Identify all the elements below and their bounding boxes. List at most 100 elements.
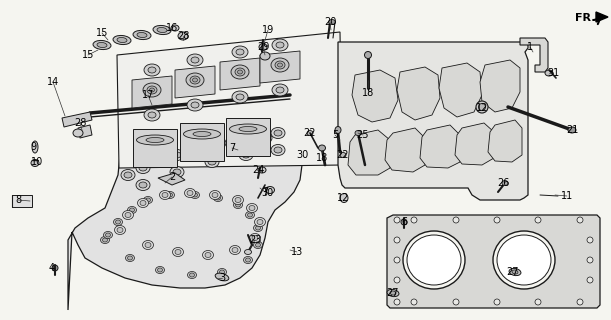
Ellipse shape bbox=[355, 131, 361, 135]
Ellipse shape bbox=[130, 208, 134, 212]
Ellipse shape bbox=[587, 237, 593, 243]
Polygon shape bbox=[338, 42, 528, 200]
Ellipse shape bbox=[235, 197, 241, 203]
Text: 17: 17 bbox=[142, 90, 154, 100]
Ellipse shape bbox=[170, 149, 184, 161]
Ellipse shape bbox=[148, 67, 156, 73]
Ellipse shape bbox=[235, 203, 241, 207]
Polygon shape bbox=[78, 125, 92, 138]
Ellipse shape bbox=[497, 235, 551, 285]
Ellipse shape bbox=[494, 217, 500, 223]
Ellipse shape bbox=[233, 202, 243, 209]
Ellipse shape bbox=[509, 268, 521, 276]
Ellipse shape bbox=[140, 201, 146, 205]
Ellipse shape bbox=[136, 180, 150, 190]
Ellipse shape bbox=[271, 58, 289, 72]
Ellipse shape bbox=[191, 145, 205, 156]
Text: 6: 6 bbox=[401, 217, 407, 227]
Ellipse shape bbox=[150, 88, 155, 92]
Ellipse shape bbox=[192, 193, 197, 197]
Ellipse shape bbox=[208, 159, 216, 165]
Ellipse shape bbox=[158, 157, 166, 163]
Ellipse shape bbox=[212, 193, 218, 197]
Ellipse shape bbox=[403, 231, 465, 289]
Ellipse shape bbox=[103, 238, 108, 242]
Ellipse shape bbox=[249, 205, 255, 211]
Text: 25: 25 bbox=[357, 130, 369, 140]
Ellipse shape bbox=[202, 251, 213, 260]
Ellipse shape bbox=[144, 64, 160, 76]
Text: 3: 3 bbox=[219, 273, 225, 283]
Ellipse shape bbox=[232, 247, 238, 252]
Text: 13: 13 bbox=[291, 247, 303, 257]
Text: 22: 22 bbox=[337, 150, 349, 160]
Ellipse shape bbox=[106, 233, 111, 237]
Ellipse shape bbox=[178, 32, 188, 40]
Text: 15: 15 bbox=[82, 50, 94, 60]
Ellipse shape bbox=[124, 172, 132, 178]
Ellipse shape bbox=[173, 169, 181, 175]
Ellipse shape bbox=[246, 204, 257, 212]
Ellipse shape bbox=[387, 289, 399, 297]
Ellipse shape bbox=[545, 70, 553, 76]
Ellipse shape bbox=[255, 226, 260, 230]
Polygon shape bbox=[12, 195, 32, 207]
Ellipse shape bbox=[144, 109, 160, 121]
Ellipse shape bbox=[143, 83, 161, 97]
Text: 15: 15 bbox=[96, 28, 108, 38]
Ellipse shape bbox=[173, 152, 181, 158]
Ellipse shape bbox=[115, 220, 120, 224]
Ellipse shape bbox=[272, 84, 288, 96]
Ellipse shape bbox=[276, 42, 284, 48]
Ellipse shape bbox=[133, 30, 151, 40]
Polygon shape bbox=[68, 105, 302, 310]
Ellipse shape bbox=[125, 254, 134, 261]
Text: 20: 20 bbox=[324, 17, 336, 27]
Text: 30: 30 bbox=[261, 188, 273, 198]
Ellipse shape bbox=[187, 99, 203, 111]
Polygon shape bbox=[117, 32, 342, 168]
Ellipse shape bbox=[219, 270, 224, 274]
Ellipse shape bbox=[236, 49, 244, 55]
Ellipse shape bbox=[142, 241, 153, 250]
Text: 29: 29 bbox=[257, 42, 269, 52]
Ellipse shape bbox=[244, 250, 252, 254]
Ellipse shape bbox=[258, 132, 272, 143]
Ellipse shape bbox=[208, 142, 216, 148]
Ellipse shape bbox=[148, 112, 156, 118]
Polygon shape bbox=[520, 38, 548, 72]
Polygon shape bbox=[220, 58, 260, 90]
Ellipse shape bbox=[239, 126, 257, 132]
Text: 14: 14 bbox=[47, 77, 59, 87]
Ellipse shape bbox=[205, 140, 219, 150]
Ellipse shape bbox=[228, 140, 236, 146]
Ellipse shape bbox=[239, 149, 253, 161]
Ellipse shape bbox=[191, 102, 199, 108]
Ellipse shape bbox=[259, 44, 267, 51]
Text: 10: 10 bbox=[31, 157, 43, 167]
Polygon shape bbox=[596, 12, 608, 22]
Ellipse shape bbox=[271, 127, 285, 139]
Text: 12: 12 bbox=[337, 193, 349, 203]
Ellipse shape bbox=[242, 135, 250, 141]
Ellipse shape bbox=[213, 195, 222, 202]
Ellipse shape bbox=[261, 135, 269, 141]
Ellipse shape bbox=[249, 234, 260, 243]
Ellipse shape bbox=[407, 235, 461, 285]
Ellipse shape bbox=[187, 54, 203, 66]
Ellipse shape bbox=[238, 70, 243, 74]
Ellipse shape bbox=[255, 243, 260, 247]
Text: 5: 5 bbox=[332, 130, 338, 140]
Ellipse shape bbox=[146, 138, 164, 142]
Ellipse shape bbox=[242, 152, 250, 158]
Text: FR.: FR. bbox=[575, 13, 595, 23]
Ellipse shape bbox=[171, 25, 179, 31]
Ellipse shape bbox=[401, 219, 407, 225]
Ellipse shape bbox=[166, 191, 175, 198]
Ellipse shape bbox=[335, 126, 341, 133]
Text: 9: 9 bbox=[30, 142, 36, 152]
Text: 24: 24 bbox=[252, 165, 264, 175]
Ellipse shape bbox=[185, 188, 196, 197]
Polygon shape bbox=[260, 51, 300, 83]
Ellipse shape bbox=[246, 258, 251, 262]
